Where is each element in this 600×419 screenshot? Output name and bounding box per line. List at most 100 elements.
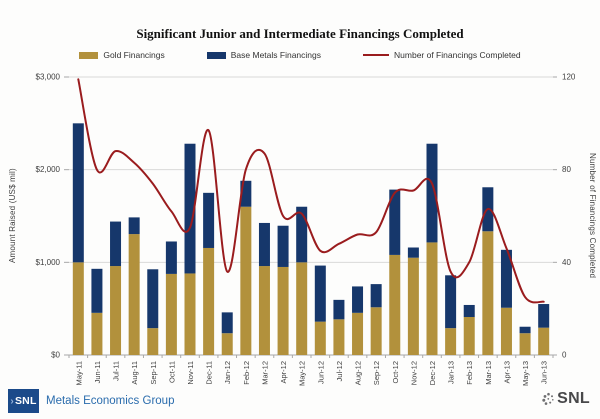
x-axis-category-label: Aug-11 bbox=[130, 361, 139, 385]
left-axis-tick-label: $2,000 bbox=[36, 165, 61, 174]
gold-financings-bar bbox=[314, 321, 326, 355]
x-axis-category-label: Sep-11 bbox=[149, 361, 158, 385]
base-metals-financings-bar bbox=[445, 275, 457, 329]
base-metals-financings-bar bbox=[240, 180, 252, 207]
x-axis-category-label: Mar-13 bbox=[484, 361, 493, 385]
gold-financings-bar bbox=[463, 317, 475, 355]
base-metals-financings-bar bbox=[314, 265, 326, 322]
x-axis-category-label: May-12 bbox=[298, 361, 307, 386]
base-metals-financings-bar bbox=[72, 123, 84, 263]
gold-financings-bar bbox=[333, 319, 345, 355]
x-axis-category-label: Nov-12 bbox=[409, 361, 418, 385]
gold-financings-bar bbox=[296, 262, 308, 355]
metals-economics-group-label: Metals Economics Group bbox=[46, 395, 175, 407]
gold-financings-bar bbox=[407, 257, 419, 355]
gold-financings-bar bbox=[352, 312, 364, 355]
legend-item-gold-financings: Gold Financings bbox=[79, 50, 165, 60]
snl-logo-text: SNL bbox=[14, 395, 37, 407]
gold-financings-bar bbox=[91, 312, 103, 355]
base-metals-financings-bar bbox=[110, 221, 122, 267]
gold-financings-bar bbox=[203, 247, 215, 355]
x-axis-category-label: Jan-13 bbox=[447, 361, 456, 384]
x-axis-category-label: Jul-11 bbox=[112, 361, 121, 381]
x-axis-category-label: Jan-12 bbox=[223, 361, 232, 384]
base-metals-financings-bar bbox=[352, 286, 364, 313]
base-metals-financings-bar bbox=[426, 143, 438, 243]
base-metals-financings-bar bbox=[500, 249, 512, 308]
gold-financings-bar bbox=[370, 307, 382, 355]
base-metals-financings-bar bbox=[333, 299, 345, 320]
x-axis-category-label: Jun-13 bbox=[540, 361, 549, 384]
x-axis-category-label: Feb-12 bbox=[242, 361, 251, 385]
right-axis-tick-label: 0 bbox=[562, 351, 567, 360]
legend-label: Base Metals Financings bbox=[230, 50, 322, 60]
base-metals-financings-bar bbox=[258, 222, 270, 267]
base-metals-financings-bar bbox=[184, 143, 196, 274]
x-axis-category-label: Oct-11 bbox=[167, 361, 176, 383]
gold-financings-bar bbox=[389, 254, 401, 355]
base-metals-financings-bar bbox=[128, 217, 140, 235]
left-axis-tick-label: $0 bbox=[51, 351, 60, 360]
snl-wordmark: SNL bbox=[557, 390, 590, 407]
x-axis-category-label: May-13 bbox=[521, 361, 530, 386]
right-axis-title: Number of Financings Completed bbox=[588, 153, 597, 279]
base-metals-financings-bar bbox=[203, 192, 215, 248]
gold-financings-bar bbox=[165, 273, 177, 355]
gold-financings-bar bbox=[128, 234, 140, 355]
footer-left-branding: › SNL Metals Economics Group bbox=[8, 389, 174, 413]
gold-financings-bar bbox=[445, 328, 457, 355]
base-metals-financings-bar bbox=[538, 304, 550, 328]
snl-logo: › SNL bbox=[8, 389, 39, 413]
legend: Gold Financings Base Metals Financings N… bbox=[0, 50, 600, 60]
base-metals-financings-bar bbox=[389, 189, 401, 255]
gold-financings-bar bbox=[72, 262, 84, 355]
gold-financings-bar bbox=[426, 242, 438, 355]
right-axis-tick-label: 80 bbox=[562, 165, 571, 174]
gold-financings-bar bbox=[184, 273, 196, 355]
base-metals-financings-bar bbox=[147, 269, 159, 329]
legend-label: Gold Financings bbox=[103, 50, 165, 60]
x-axis-category-label: May-11 bbox=[74, 361, 83, 385]
gold-financings-bar bbox=[221, 333, 233, 355]
base-metals-financings-bar bbox=[91, 268, 103, 313]
legend-item-base-metals-financings: Base Metals Financings bbox=[206, 50, 322, 60]
gold-financings-bar bbox=[519, 333, 531, 355]
number-of-financings-line bbox=[77, 78, 545, 304]
right-axis-tick-label: 40 bbox=[562, 258, 571, 267]
gold-financings-bar bbox=[147, 328, 159, 355]
base-metals-financings-bar bbox=[519, 326, 531, 334]
base-metals-swatch-icon bbox=[206, 51, 226, 59]
legend-item-number-of-financings: Number of Financings Completed bbox=[363, 50, 521, 60]
x-axis-category-label: Nov-11 bbox=[186, 361, 195, 385]
x-axis-category-label: Jun-11 bbox=[93, 361, 102, 383]
gold-financings-bar bbox=[277, 266, 289, 355]
gold-financings-bar bbox=[258, 266, 270, 355]
base-metals-financings-bar bbox=[370, 284, 382, 308]
base-metals-financings-bar bbox=[165, 241, 177, 274]
footer-right-branding: SNL bbox=[541, 390, 590, 408]
gold-financings-bar bbox=[482, 231, 494, 355]
base-metals-financings-bar bbox=[463, 304, 475, 318]
x-axis-category-label: Oct-12 bbox=[391, 361, 400, 384]
x-axis-category-label: Jul-12 bbox=[335, 361, 344, 381]
line-swatch-icon bbox=[363, 54, 390, 56]
left-axis-tick-label: $3,000 bbox=[36, 73, 61, 82]
right-axis-tick-label: 120 bbox=[562, 73, 576, 82]
x-axis-category-label: Dec-12 bbox=[428, 361, 437, 385]
gold-financings-bar bbox=[110, 266, 122, 355]
gold-financings-bar bbox=[538, 327, 550, 355]
base-metals-financings-bar bbox=[407, 247, 419, 258]
x-axis-category-label: Aug-12 bbox=[354, 361, 363, 385]
x-axis-category-label: Apr-12 bbox=[279, 361, 288, 384]
x-axis-category-label: Jun-12 bbox=[316, 361, 325, 384]
gold-swatch-icon bbox=[79, 51, 99, 59]
snl-logo-chevron-icon: › bbox=[10, 395, 14, 407]
gold-financings-bar bbox=[240, 206, 252, 355]
legend-label: Number of Financings Completed bbox=[394, 50, 521, 60]
x-axis-category-label: Mar-12 bbox=[260, 361, 269, 385]
snl-dots-mark-icon bbox=[542, 392, 554, 405]
gold-financings-bar bbox=[500, 307, 512, 355]
base-metals-financings-bar bbox=[277, 225, 289, 267]
